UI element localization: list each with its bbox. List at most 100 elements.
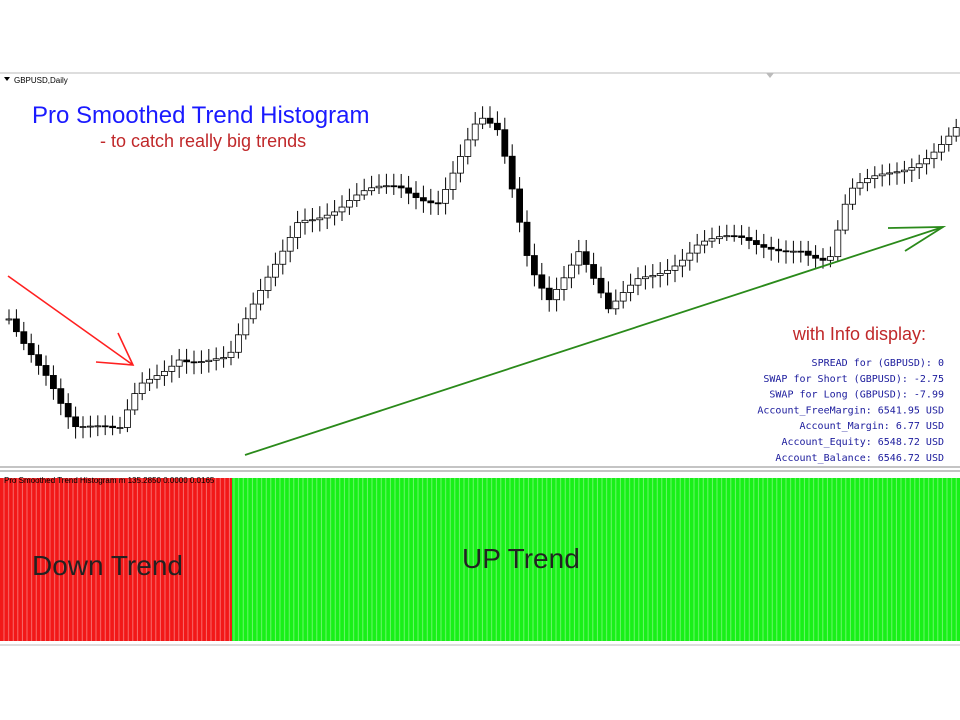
candle-body	[57, 388, 65, 404]
indicator-label: Pro Smoothed Trend Histogram m 135.2850 …	[4, 476, 215, 485]
candle-body	[427, 200, 435, 204]
candle-body	[568, 264, 575, 279]
candle-body	[893, 171, 901, 174]
candle-body	[183, 359, 191, 363]
candle-body	[827, 256, 834, 261]
info-line: Account_Margin: 6.77 USD	[800, 421, 945, 432]
subtitle: - to catch really big trends	[100, 131, 306, 151]
histogram-bars	[0, 478, 960, 641]
candle-body	[538, 274, 546, 289]
candle-body	[930, 151, 938, 160]
candle-body	[605, 292, 612, 310]
candle-body	[856, 182, 864, 189]
info-line: Account_Equity: 6548.72 USD	[781, 437, 944, 448]
candle-body	[582, 251, 590, 265]
candle-body	[323, 214, 331, 219]
menu-arrow[interactable]	[4, 77, 10, 81]
candle-body	[449, 172, 457, 190]
candle-body	[464, 139, 472, 157]
candle-body	[116, 427, 124, 429]
candle-body	[908, 167, 916, 171]
candle-body	[138, 382, 146, 395]
candle-body	[656, 273, 664, 276]
candle-body	[271, 263, 279, 278]
candle-body	[442, 189, 450, 204]
info-title: with Info display:	[792, 324, 926, 344]
candle-body	[516, 188, 523, 223]
candle-body	[952, 127, 960, 137]
candle-body	[560, 277, 568, 290]
candle-body	[545, 287, 553, 301]
down-trend-label: Down Trend	[32, 550, 183, 581]
candle-body	[79, 426, 87, 428]
candle-body	[679, 259, 686, 267]
candle-body	[841, 203, 849, 231]
candle-body	[316, 217, 324, 221]
info-line: SPREAD for (GBPUSD): 0	[812, 358, 944, 369]
info-line: SWAP for Long (GBPUSD): -7.99	[769, 390, 944, 401]
candle-body	[797, 250, 805, 253]
candle-body	[42, 365, 50, 376]
candle-body	[160, 370, 168, 377]
candle-body	[923, 158, 930, 165]
candle-body	[419, 197, 427, 202]
candle-body	[50, 375, 57, 390]
candle-body	[382, 185, 390, 188]
candle-body	[745, 237, 753, 241]
candle-body	[901, 169, 908, 173]
candle-body	[124, 409, 131, 428]
candle-body	[575, 251, 583, 266]
candle-body	[12, 318, 20, 333]
symbol-label: GBPUSD,Daily	[14, 76, 68, 85]
green-arrow	[244, 226, 947, 456]
red-arrow	[7, 275, 135, 366]
candle-body	[708, 238, 716, 242]
candle-body	[767, 246, 775, 250]
candle-body	[753, 240, 760, 245]
candle-body	[331, 211, 339, 216]
candle-body	[242, 318, 250, 336]
candle-body	[338, 206, 346, 213]
candle-body	[308, 219, 316, 222]
candle-body	[227, 351, 235, 358]
candle-body	[871, 175, 879, 179]
candle-body	[190, 361, 198, 364]
info-line: Account_Balance: 6546.72 USD	[775, 453, 944, 464]
title: Pro Smoothed Trend Histogram	[32, 102, 370, 129]
candle-body	[101, 425, 109, 428]
candle-body	[693, 244, 701, 254]
scroll-marker	[766, 73, 774, 78]
candle-body	[716, 236, 723, 240]
candle-body	[27, 343, 35, 356]
candle-body	[723, 235, 731, 238]
candle-body	[456, 156, 464, 174]
candle-body	[649, 275, 657, 278]
candle-body	[634, 278, 642, 286]
candle-body	[471, 123, 479, 141]
candle-body	[479, 117, 487, 125]
candle-body	[945, 135, 953, 145]
candle-body	[864, 178, 871, 184]
candle-body	[146, 378, 154, 384]
candle-body	[368, 187, 376, 192]
candle-body	[360, 190, 368, 196]
candle-body	[523, 221, 531, 256]
candle-body	[72, 416, 79, 428]
info-panel: SPREAD for (GBPUSD): 0 SWAP for Short (GB…	[757, 358, 944, 464]
candle-body	[5, 318, 13, 321]
candle-body	[686, 252, 694, 261]
candle-body	[812, 254, 819, 259]
candle-body	[397, 185, 405, 189]
candle-body	[642, 276, 649, 280]
candle-body	[234, 334, 242, 353]
candle-body	[301, 219, 309, 224]
candle-body	[205, 359, 213, 363]
candle-body	[790, 250, 797, 253]
candle-body	[412, 192, 420, 199]
candle-body	[612, 300, 620, 310]
candle-body	[760, 244, 768, 248]
info-line: Account_FreeMargin: 6541.95 USD	[757, 405, 944, 416]
candle-body	[345, 200, 353, 208]
candle-body	[353, 194, 361, 201]
